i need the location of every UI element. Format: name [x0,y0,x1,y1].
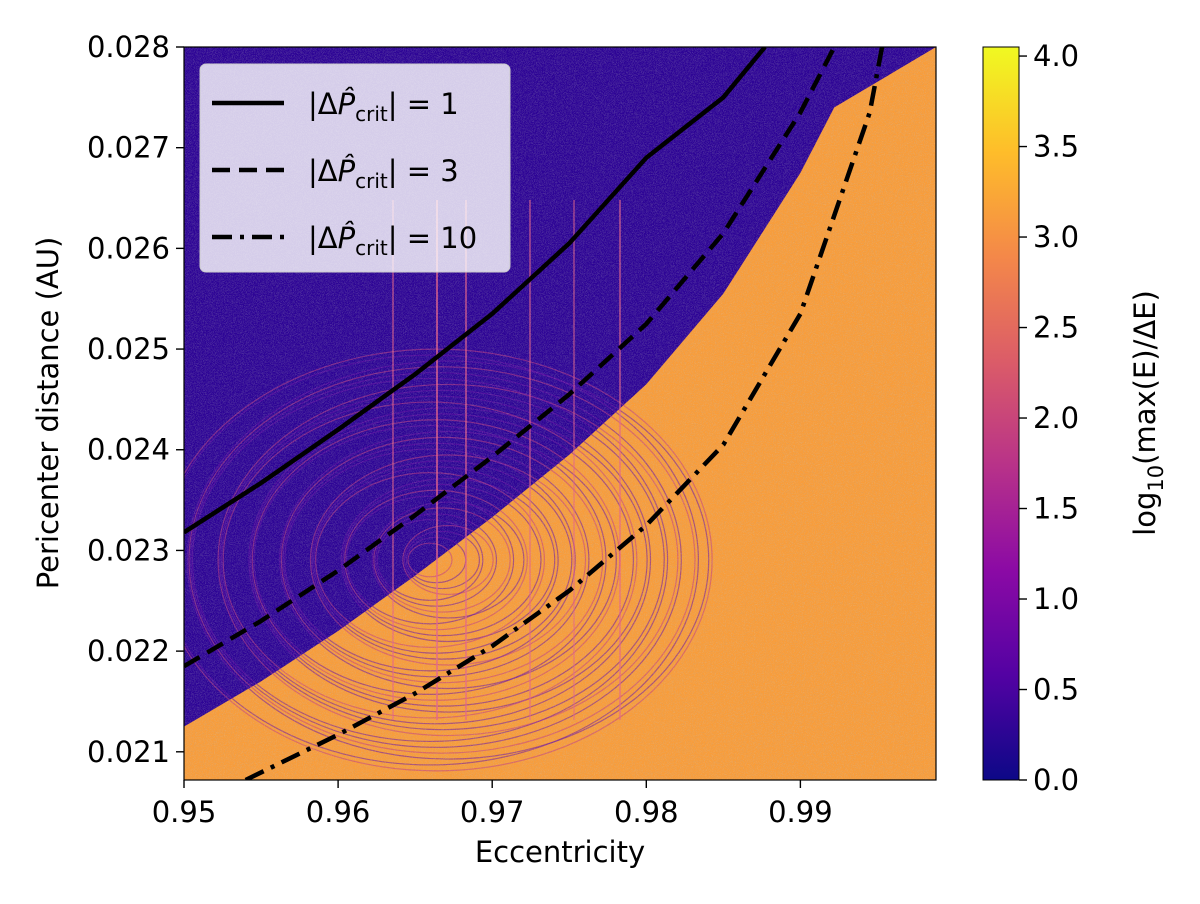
x-tick-label: 0.98 [614,795,679,829]
y-axis: 0.021 0.022 0.023 0.024 0.025 0.026 0.027 0.028 [87,30,184,769]
y-tick-label: 0.025 [87,332,170,366]
colorbar-tick-label: 4.0 [1033,39,1079,73]
x-tick-label: 0.97 [460,795,525,829]
x-tick-label: 0.95 [152,795,217,829]
y-tick-label: 0.028 [87,30,170,64]
x-axis-label: Eccentricity [475,835,645,869]
colorbar-tick-label: 2.5 [1033,311,1079,345]
colorbar-tick-label: 0.5 [1033,673,1079,707]
y-tick-label: 0.021 [87,735,170,769]
legend-label-1: |ΔP̂crit| = 1 [308,87,459,126]
colorbar-tick-label: 2.0 [1033,401,1079,435]
colorbar-tick-label: 3.5 [1033,130,1079,164]
plot-frame [183,46,937,781]
colorbar-tick-label: 0.0 [1033,763,1079,797]
y-tick-label: 0.023 [87,533,170,567]
series-line-2 [184,47,837,669]
y-tick-label: 0.024 [87,433,170,467]
y-tick-label: 0.026 [87,231,170,265]
colorbar-tick-label: 1.0 [1033,582,1079,616]
legend-label-3: |ΔP̂crit| = 10 [308,221,477,260]
colorbar: 0.0 0.5 1.0 1.5 2.0 2.5 3.0 3.5 4.0 log10(max(E)… [982,39,1168,797]
colorbar-label: log10(max(E)/ΔE) [1128,290,1168,536]
colorbar-tick-label: 3.0 [1033,220,1079,254]
series-line-3 [244,47,885,780]
series-line-1 [184,47,767,535]
x-tick-label: 0.96 [306,795,371,829]
legend: |ΔP̂crit| = 1 |ΔP̂crit| = 3 |ΔP̂crit| = 10 [199,63,511,273]
colorbar-gradient [982,46,1020,781]
x-axis: 0.95 0.96 0.97 0.98 0.99 [152,780,833,829]
legend-label-2: |ΔP̂crit| = 3 [308,154,459,193]
legend-box [199,63,511,273]
y-tick-label: 0.027 [87,131,170,165]
y-axis-label: Pericenter distance (AU) [31,237,65,590]
x-tick-label: 0.99 [768,795,833,829]
y-tick-label: 0.022 [87,634,170,668]
boundary-curves [184,47,885,780]
colorbar-tick-label: 1.5 [1033,492,1079,526]
